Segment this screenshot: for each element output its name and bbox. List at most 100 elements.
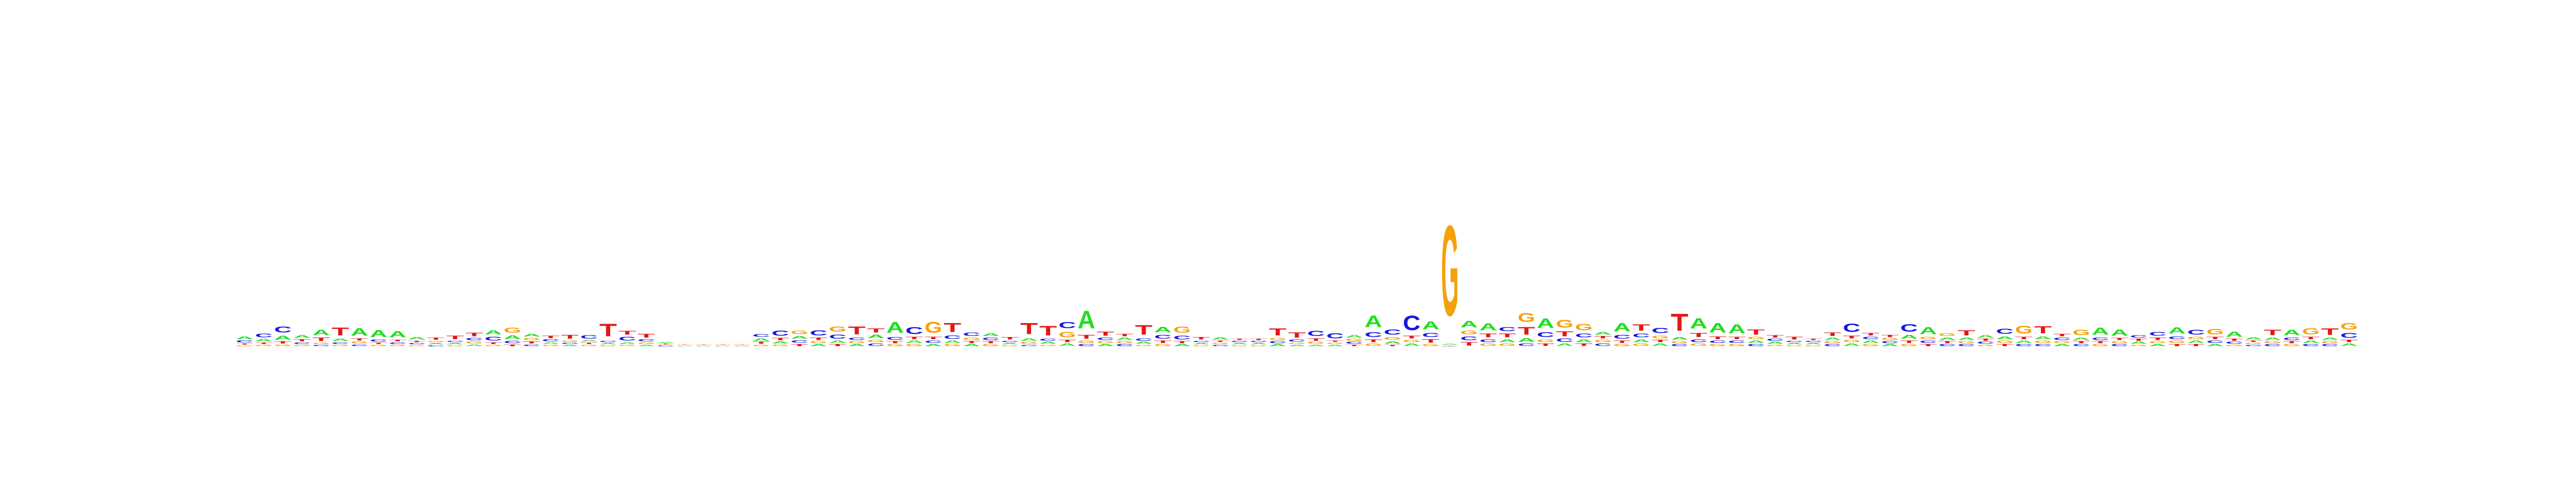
logo-letter-C-pos-25: C (695, 345, 713, 346)
logo-letter-A-pos-42: A (1020, 338, 1038, 341)
logo-letter-C-pos-13: C (465, 338, 483, 341)
logo-letter-T-pos-109: T (2302, 336, 2319, 340)
logo-letter-C-pos-66: C (1480, 339, 1497, 343)
logo-letter-C-pos-19: C (580, 334, 598, 340)
logo-letter-T-pos-98: T (2091, 341, 2109, 344)
logo-letter-T-pos-67: T (1498, 333, 1516, 339)
logo-letter-C-pos-101: C (2149, 331, 2167, 336)
logo-letter-G-pos-66: G (1480, 343, 1497, 347)
logo-letter-T-pos-90: T (1938, 341, 1956, 344)
logo-letter-A-pos-18: A (561, 345, 579, 347)
logo-letter-T-pos-37: T (925, 336, 942, 340)
logo-letter-C-pos-46: C (1097, 337, 1115, 341)
logo-letter-A-pos-95: A (2034, 335, 2052, 340)
logo-letter-C-pos-54: C (1250, 340, 1268, 342)
logo-letter-A-pos-96: A (2053, 343, 2071, 347)
logo-letter-A-pos-109: A (2302, 340, 2319, 343)
logo-letter-A-pos-64: A (1441, 343, 1459, 345)
logo-letter-T-pos-5: T (312, 337, 330, 342)
logo-letter-T-pos-11: T (427, 338, 445, 341)
logo-letter-C-pos-39: C (963, 332, 980, 337)
logo-letter-G-pos-103: G (2187, 336, 2205, 340)
logo-letter-G-pos-1: G (236, 345, 253, 347)
logo-letter-A-pos-73: A (1613, 320, 1631, 334)
logo-letter-G-pos-17: G (542, 345, 560, 347)
logo-letter-C-pos-4: C (293, 342, 311, 345)
logo-letter-A-pos-16: A (523, 333, 540, 337)
logo-letter-G-pos-36: G (905, 344, 923, 347)
logo-letter-C-pos-52: C (1212, 345, 1230, 347)
logo-letter-A-pos-23: A (657, 342, 675, 343)
logo-letter-A-pos-45: A (1078, 305, 1095, 334)
logo-letter-A-pos-13: A (465, 344, 483, 347)
logo-letter-G-pos-28: G (752, 345, 770, 347)
logo-letter-G-pos-88: G (1900, 344, 1918, 347)
logo-letter-T-pos-42: T (1020, 320, 1038, 338)
logo-letter-C-pos-106: C (2245, 345, 2263, 347)
logo-letter-G-pos-22: G (638, 342, 655, 345)
logo-letter-G-pos-64: G (1441, 199, 1459, 343)
logo-letter-G-pos-94: G (2015, 324, 2033, 336)
logo-letter-T-pos-73: T (1613, 340, 1631, 343)
logo-letter-A-pos-36: A (905, 340, 923, 343)
logo-letter-G-pos-71: G (1575, 322, 1593, 333)
logo-letter-T-pos-57: T (1307, 338, 1325, 341)
logo-letter-G-pos-4: G (293, 345, 311, 347)
logo-letter-G-pos-10: G (408, 345, 426, 347)
logo-letter-G-pos-104: G (2206, 327, 2224, 336)
logo-letter-G-pos-82: G (1785, 345, 1803, 347)
logo-letter-G-pos-79: G (1728, 344, 1746, 347)
logo-letter-T-pos-32: T (829, 343, 847, 347)
logo-letter-G-pos-46: G (1097, 341, 1115, 343)
logo-letter-C-pos-92: C (1977, 341, 1994, 345)
logo-letter-C-pos-18: C (561, 342, 579, 345)
logo-letter-G-pos-39: G (963, 337, 980, 341)
logo-letter-A-pos-15: A (504, 334, 522, 340)
logo-letter-T-pos-87: T (1881, 335, 1899, 338)
logo-letter-C-pos-103: C (2187, 329, 2205, 336)
logo-letter-A-pos-111: A (2340, 343, 2358, 347)
logo-letter-T-pos-82: T (1785, 336, 1803, 340)
logo-letter-C-pos-61: C (1384, 328, 1401, 336)
logo-letter-A-pos-12: A (447, 342, 464, 345)
logo-letter-A-pos-74: A (1633, 339, 1650, 343)
logo-letter-T-pos-83: T (1805, 338, 1823, 340)
logo-letter-C-pos-95: C (2034, 343, 2052, 347)
logo-letter-C-pos-3: C (274, 325, 292, 334)
logo-letter-A-pos-92: A (1977, 335, 1994, 339)
logo-letter-A-pos-70: A (1556, 343, 1574, 347)
logo-letter-A-pos-88: A (1900, 334, 1918, 340)
logo-letter-A-pos-81: A (1766, 341, 1784, 345)
logo-letter-A-pos-20: A (599, 342, 617, 345)
logo-letter-A-pos-48: A (1135, 341, 1153, 345)
logo-letter-T-pos-93: T (1996, 343, 2014, 347)
logo-letter-A-pos-79: A (1728, 322, 1746, 336)
logo-letter-G-pos-106: G (2245, 342, 2263, 345)
logo-letter-A-pos-102: A (2168, 326, 2186, 335)
logo-letter-T-pos-68: T (1518, 325, 1535, 337)
logo-letter-G-pos-74: G (1633, 343, 1650, 347)
logo-letter-A-pos-55: A (1269, 343, 1286, 347)
logo-letter-G-pos-107: G (2264, 341, 2281, 343)
logo-letter-G-pos-87: G (1881, 338, 1899, 340)
logo-letter-T-pos-48: T (1135, 323, 1153, 338)
logo-letter-A-pos-89: A (1920, 325, 1937, 336)
logo-letter-C-pos-85: C (1843, 321, 1861, 335)
logo-letter-G-pos-77: G (1690, 343, 1708, 347)
logo-letter-G-pos-34: G (867, 339, 885, 343)
logo-letter-G-pos-72: G (1594, 339, 1612, 343)
logo-letter-T-pos-27: T (733, 343, 751, 344)
logo-letter-A-pos-80: A (1747, 340, 1765, 343)
logo-letter-T-pos-23: T (657, 343, 675, 345)
logo-letter-C-pos-7: C (350, 344, 368, 347)
logo-letter-A-pos-28: A (752, 338, 770, 341)
logo-letter-T-pos-78: T (1709, 335, 1726, 340)
logo-letter-T-pos-39: T (963, 341, 980, 344)
logo-letter-A-pos-103: A (2187, 340, 2205, 343)
logo-letter-T-pos-72: T (1594, 335, 1612, 339)
logo-letter-C-pos-69: C (1537, 331, 1555, 339)
logo-letter-T-pos-71: T (1575, 343, 1593, 347)
logo-letter-T-pos-103: T (2187, 343, 2205, 347)
logo-letter-A-pos-5: A (312, 328, 330, 337)
logo-letter-T-pos-89: T (1920, 343, 1937, 347)
